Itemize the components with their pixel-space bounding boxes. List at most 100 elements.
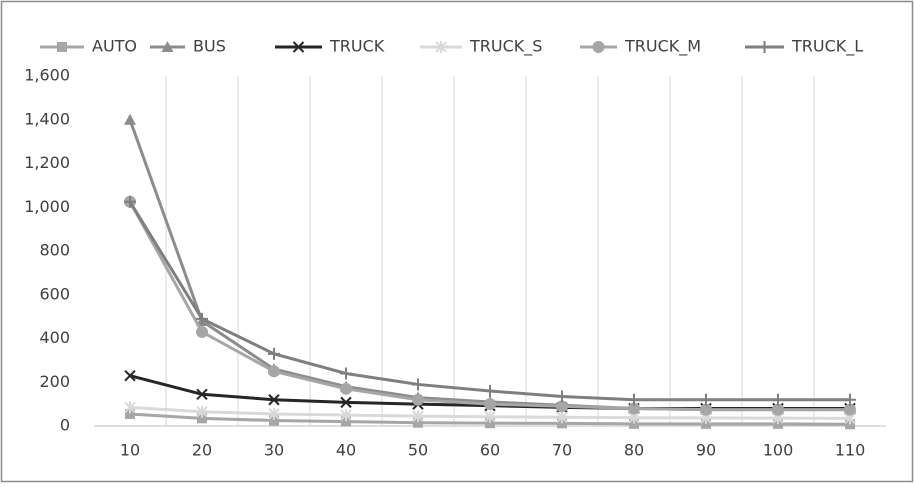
data-point — [557, 418, 567, 429]
marker-shape — [161, 41, 174, 52]
data-point — [268, 394, 280, 406]
legend-marker — [292, 41, 305, 53]
marker-shape — [485, 418, 495, 429]
data-point — [629, 418, 639, 429]
data-point — [196, 325, 208, 338]
marker-shape — [484, 398, 496, 411]
y-tick-label: 800 — [39, 241, 70, 260]
marker-shape — [700, 403, 712, 416]
marker-shape — [700, 393, 712, 406]
x-tick-label: 10 — [120, 441, 140, 460]
data-point — [124, 369, 136, 382]
x-tick-label: 80 — [624, 441, 644, 460]
legend-item: TRUCK — [275, 37, 385, 56]
data-point — [340, 382, 352, 395]
marker-shape — [340, 396, 352, 409]
x-tick-label: 20 — [192, 441, 212, 460]
marker-shape — [556, 390, 568, 403]
data-point — [340, 409, 352, 422]
y-tick-label: 600 — [39, 284, 70, 303]
x-tick-label: 70 — [552, 441, 572, 460]
data-point — [844, 403, 856, 416]
marker-shape — [292, 41, 305, 53]
y-tick-label: 1,400 — [24, 109, 70, 128]
marker-shape — [758, 41, 771, 53]
y-tick-label: 400 — [39, 328, 70, 347]
legend-marker — [161, 41, 174, 52]
data-point — [412, 410, 424, 423]
data-point — [628, 393, 640, 406]
legend-item: BUS — [150, 37, 226, 56]
data-point — [413, 417, 423, 428]
marker-shape — [269, 415, 279, 426]
data-point — [268, 347, 280, 360]
marker-shape — [196, 325, 208, 338]
marker-shape — [772, 403, 784, 416]
data-point — [556, 390, 568, 403]
x-tick-label: 40 — [336, 441, 356, 460]
legend-label: AUTO — [92, 37, 137, 56]
data-point — [196, 312, 208, 325]
data-point — [412, 378, 424, 391]
marker-shape — [412, 410, 424, 423]
data-point — [196, 388, 208, 400]
legend-item: AUTO — [40, 37, 137, 56]
data-point — [124, 113, 136, 125]
y-tick-label: 1,000 — [24, 197, 70, 216]
legend-marker — [57, 42, 67, 52]
data-point — [268, 365, 280, 378]
data-point — [484, 410, 496, 423]
legend-label: BUS — [193, 37, 226, 56]
marker-shape — [556, 400, 568, 413]
legend-item: TRUCK_L — [745, 37, 863, 57]
marker-shape — [592, 41, 605, 53]
data-point — [484, 398, 496, 411]
marker-shape — [340, 382, 352, 395]
data-point — [628, 402, 640, 415]
data-point — [700, 393, 712, 406]
marker-shape — [268, 365, 280, 378]
marker-shape — [628, 402, 640, 415]
data-point — [556, 411, 568, 424]
marker-shape — [124, 195, 136, 208]
marker-shape — [124, 401, 136, 414]
legend-item: TRUCK_S — [420, 37, 542, 57]
data-point — [340, 367, 352, 380]
x-tick-label: 100 — [763, 441, 794, 460]
legend-marker — [758, 41, 771, 53]
legend-marker — [435, 41, 447, 53]
marker-shape — [57, 42, 67, 52]
marker-shape — [340, 409, 352, 422]
data-point — [772, 403, 784, 416]
marker-shape — [341, 416, 351, 427]
marker-shape — [844, 393, 856, 406]
data-point — [124, 401, 136, 414]
legend-label: TRUCK_M — [624, 37, 701, 57]
data-point — [125, 408, 135, 419]
marker-shape — [435, 41, 447, 53]
data-point — [412, 393, 424, 406]
data-point — [700, 403, 712, 416]
marker-shape — [125, 408, 135, 419]
y-tick-label: 200 — [39, 372, 70, 391]
marker-shape — [196, 405, 208, 418]
x-tick-label: 110 — [835, 441, 866, 460]
data-point — [484, 385, 496, 397]
marker-shape — [196, 388, 208, 400]
data-point — [196, 405, 208, 418]
marker-shape — [557, 418, 567, 429]
y-tick-label: 0 — [60, 416, 70, 435]
marker-shape — [124, 113, 136, 125]
data-point — [485, 418, 495, 429]
data-point — [772, 393, 784, 406]
marker-shape — [628, 393, 640, 406]
marker-shape — [484, 410, 496, 423]
x-tick-label: 60 — [480, 441, 500, 460]
marker-shape — [340, 367, 352, 380]
marker-shape — [412, 393, 424, 406]
marker-shape — [268, 394, 280, 406]
marker-shape — [268, 407, 280, 420]
data-point — [269, 415, 279, 426]
legend-label: TRUCK_S — [469, 37, 542, 57]
